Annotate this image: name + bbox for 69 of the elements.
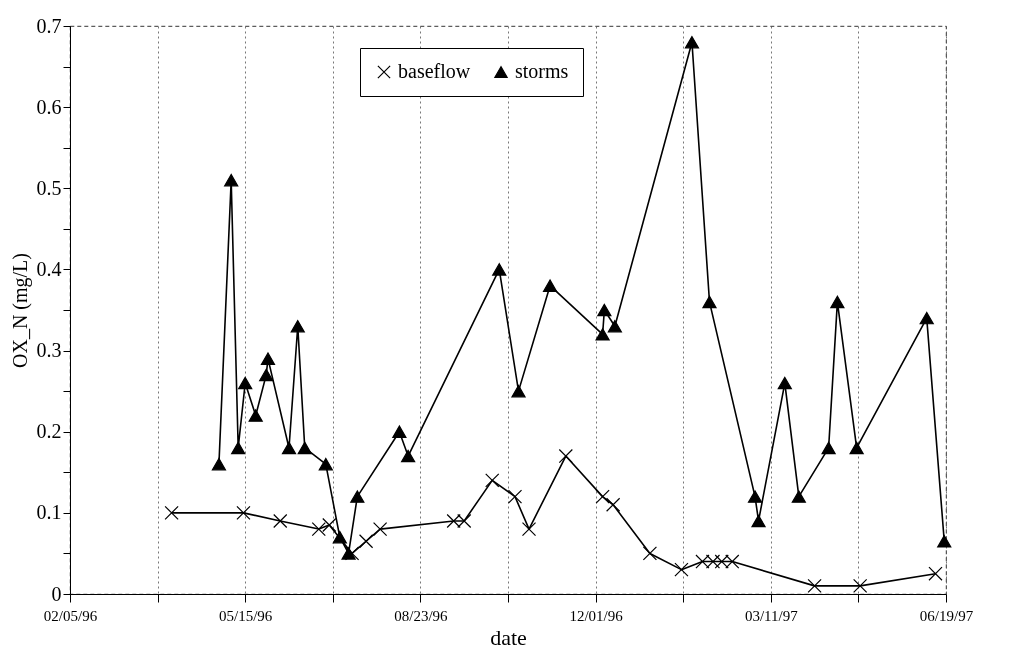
point [791,490,806,503]
x-tick-label: 03/11/97 [744,607,799,624]
point [358,534,374,549]
y-tick-label: 0.2 [36,420,62,443]
point [224,173,239,187]
point [674,562,689,577]
point [849,441,864,455]
point [260,352,276,365]
point [702,295,717,309]
point [853,578,868,593]
point [392,425,407,438]
point [372,521,388,537]
point [607,319,622,333]
x-tick-label: 08/23/96 [394,607,449,624]
point [248,409,263,422]
point [273,513,288,529]
point [521,521,537,537]
y-tick-label: 0.3 [36,339,62,362]
y-tick-label: 0.4 [36,257,62,280]
y-tick-label: 0.7 [36,14,62,37]
point [751,514,766,528]
y-tick-label: 0.1 [36,501,62,524]
point [211,457,227,471]
point [807,578,822,593]
y-tick-label: 0.5 [36,176,62,199]
point [919,311,934,325]
x-axis-title: date [490,624,527,650]
point [318,457,333,471]
point [684,35,700,49]
point [311,521,326,537]
point [642,546,658,561]
point [777,376,792,390]
point [332,530,347,544]
point [542,279,558,292]
point [322,517,337,533]
point [236,505,251,520]
point [259,368,274,382]
point [238,376,253,390]
point [558,448,573,464]
point [164,505,179,520]
point [830,295,845,309]
y-tick-label: 0.6 [36,95,62,118]
point [492,263,507,276]
point [297,441,312,455]
point [937,535,952,548]
point [401,449,416,463]
point [507,489,523,504]
point [597,303,612,317]
point [281,441,297,455]
point [290,319,305,333]
point [350,490,365,503]
point [341,547,356,560]
point [606,497,621,512]
point [595,328,610,341]
point [511,384,526,398]
x-tick-label: 05/15/96 [219,607,273,624]
x-tick-label: 06/19/97 [919,607,974,624]
x-tick-label: 02/05/96 [43,607,98,624]
point [821,441,836,455]
point [928,566,943,581]
point [747,490,763,503]
point [485,473,500,488]
legend-label: baseflow [398,60,471,82]
y-tick-label: 0 [51,582,62,605]
point [231,441,246,455]
legend-label: storms [515,60,569,82]
y-axis-title: OX_N (mg/L) [8,253,32,368]
x-tick-label: 12/01/96 [569,607,624,624]
point [595,489,610,504]
